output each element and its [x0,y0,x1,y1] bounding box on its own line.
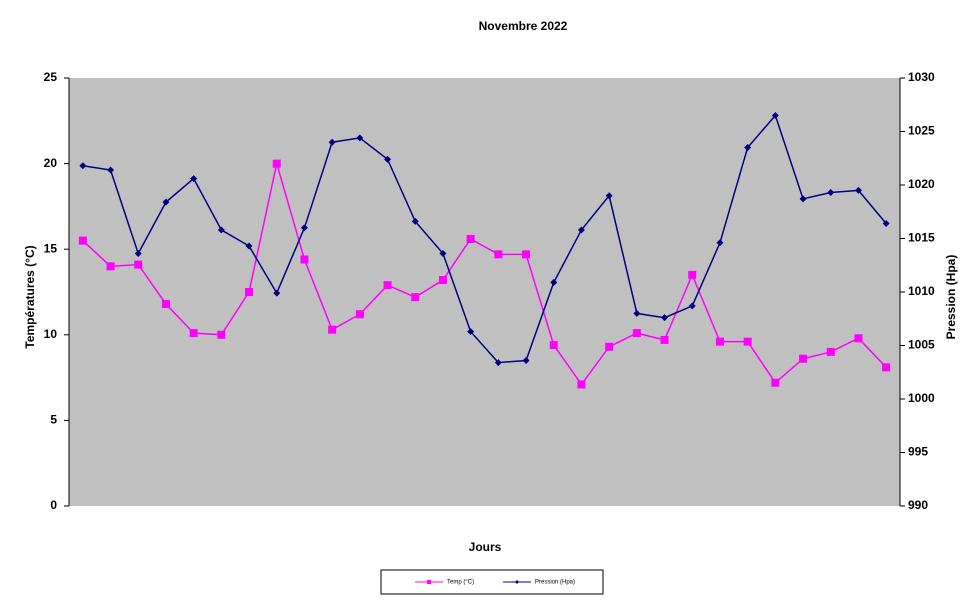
point [771,378,780,387]
y2-axis-label: Pression (Hpa) [944,255,958,340]
point [522,356,530,364]
y2-tick-label: 1020 [908,177,935,191]
point [161,299,170,308]
series-line [82,163,887,386]
point [217,226,225,234]
point [439,249,447,257]
point [466,234,475,243]
point [245,242,253,250]
point [882,220,890,228]
point [411,293,420,302]
point [494,250,503,259]
point [688,270,697,279]
point [799,195,807,203]
y2-tick-label: 1010 [908,284,935,298]
point [78,236,87,245]
point [577,226,585,234]
point [550,278,558,286]
point [190,175,198,183]
point [162,198,170,206]
point [411,217,419,225]
point [549,341,558,350]
point [134,249,142,257]
point [467,328,475,336]
legend-marker [515,580,519,584]
point [273,289,281,297]
point [715,337,724,346]
point [743,337,752,346]
point [605,192,613,200]
y-tick-label: 25 [44,70,58,84]
point [577,380,586,389]
series-line [82,113,887,364]
point [826,347,835,356]
chart-title: Novembre 2022 [479,19,568,33]
point [328,138,336,146]
point [522,250,531,259]
point [328,325,337,334]
point [300,224,308,232]
y-axis-label: Températures (°C) [23,245,37,348]
y-tick-label: 0 [50,498,57,512]
point [854,186,862,194]
point [661,314,669,322]
point [854,334,863,343]
y2-tick-label: 995 [908,445,928,459]
x-axis-label: Jours [469,540,502,554]
point [771,111,779,119]
legend-label: Pression (Hpa) [535,580,575,586]
point [272,159,281,168]
point [716,239,724,247]
y2-tick-label: 1025 [908,124,935,138]
legend-marker [427,580,431,584]
y2-tick-label: 1005 [908,338,935,352]
point [107,166,115,174]
y-tick-label: 5 [50,413,57,427]
point [799,354,808,363]
y2-tick-label: 1030 [908,70,935,84]
point [300,255,309,264]
point [355,310,364,319]
point [438,276,447,285]
y-tick-label: 20 [44,156,58,170]
point [660,335,669,344]
point [744,144,752,152]
point [106,262,115,271]
point [633,309,641,317]
point [356,134,364,142]
point [189,329,198,338]
point [827,188,835,196]
point [632,329,641,338]
point [79,162,87,170]
legend-label: Temp (°C) [447,580,474,586]
point [605,342,614,351]
plot-area [69,78,900,506]
point [494,359,502,367]
point [134,260,143,269]
y2-tick-label: 1015 [908,231,935,245]
point [245,288,254,296]
y2-tick-label: 990 [908,498,928,512]
point [882,363,891,372]
point [688,302,696,310]
y2-tick-label: 1000 [908,391,935,405]
point [383,281,392,290]
y-tick-label: 15 [44,241,58,255]
y-tick-label: 10 [44,327,58,341]
point [217,330,226,339]
point [384,155,392,163]
